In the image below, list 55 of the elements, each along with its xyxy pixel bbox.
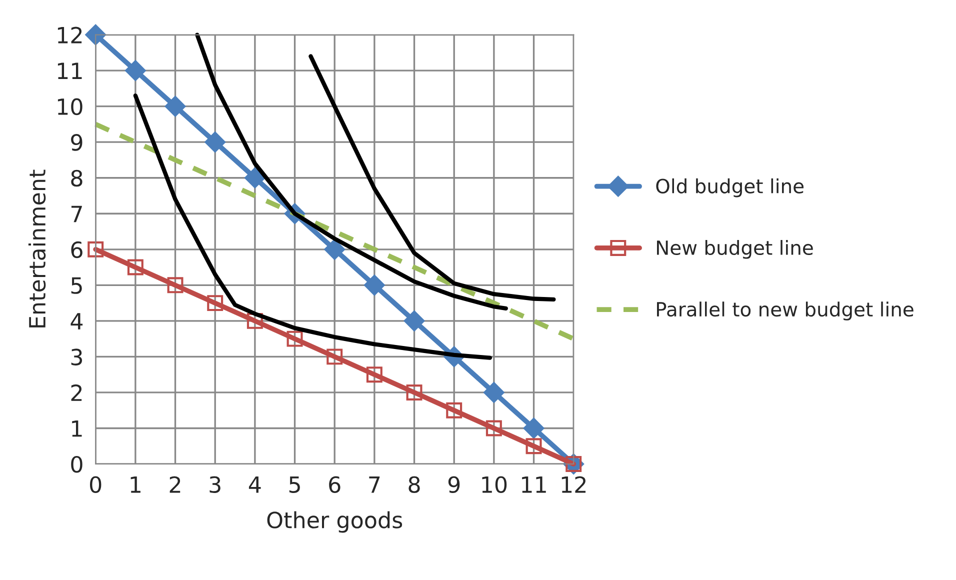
x-tick-label: 2: [170, 476, 180, 493]
y-tick-label: 11: [58, 62, 82, 80]
point: [523, 418, 544, 439]
point: [244, 167, 266, 188]
point: [326, 348, 343, 365]
x-tick-label: 12: [562, 476, 586, 493]
point: [364, 274, 385, 296]
point: [446, 402, 462, 418]
x-tick-label: 5: [289, 476, 300, 494]
point: [366, 366, 382, 383]
point: [204, 132, 226, 153]
x-tick-label: 6: [329, 476, 340, 494]
point: [167, 277, 184, 294]
y-tick-label: 0: [71, 456, 82, 473]
y-tick-label: 6: [71, 241, 82, 258]
y-tick-label: 8: [71, 170, 82, 187]
point: [127, 259, 144, 276]
x-tick-label: 9: [448, 476, 460, 494]
point: [246, 312, 263, 329]
point: [483, 382, 504, 403]
x-tick-label: 11: [522, 476, 546, 493]
x-tick-label: 1: [130, 476, 140, 493]
x-tick-label: 0: [90, 476, 102, 494]
line-series: [195, 32, 508, 310]
legend-label: New budget line: [657, 240, 813, 259]
y-tick-label: 3: [71, 348, 82, 366]
point: [324, 238, 346, 260]
point: [124, 60, 146, 82]
y-tick-label: 5: [71, 277, 82, 294]
line-series: [308, 54, 556, 302]
x-axis-title: Other goods: [267, 511, 402, 533]
y-tick-label: 4: [70, 313, 83, 330]
y-tick-label: 1: [72, 420, 82, 437]
point: [286, 330, 303, 347]
point: [88, 241, 104, 258]
y-tick-label: 7: [71, 206, 82, 222]
point: [404, 310, 425, 332]
point: [85, 24, 106, 46]
point: [207, 295, 224, 312]
y-tick-label: 2: [71, 384, 82, 401]
x-tick-label: 8: [408, 476, 420, 494]
point: [486, 420, 502, 436]
legend-label: Old budget line: [656, 178, 804, 198]
y-axis-title: Entertainment: [28, 170, 46, 328]
x-tick-label: 7: [369, 476, 380, 493]
x-tick-label: 10: [482, 476, 507, 494]
point: [164, 96, 186, 117]
point: [526, 438, 542, 454]
y-tick-label: 10: [58, 98, 82, 116]
y-tick-label: 9: [71, 134, 82, 151]
x-tick-label: 3: [210, 476, 220, 494]
x-tick-label: 4: [248, 476, 261, 493]
y-tick-label: 12: [58, 26, 82, 44]
point: [406, 384, 422, 400]
legend-label: Parallel to new budget line: [657, 302, 914, 320]
